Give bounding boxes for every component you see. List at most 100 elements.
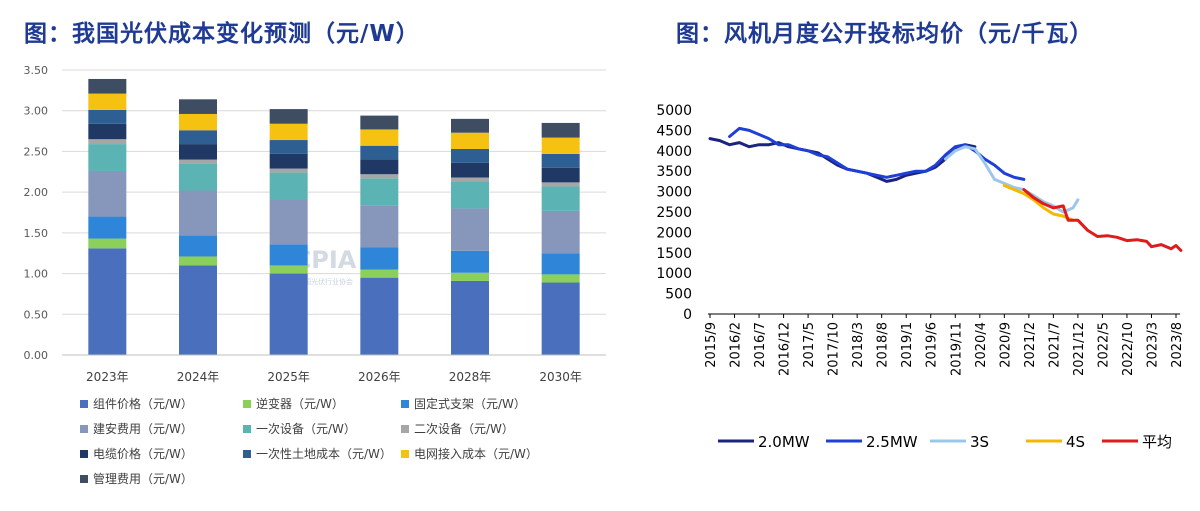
x-tick-label: 2016/2: [729, 322, 744, 368]
bar-segment: [541, 282, 580, 355]
legend-swatch: [80, 450, 88, 458]
y-tick-label: 1000: [656, 266, 692, 282]
bar-segment: [88, 248, 127, 355]
legend-label: 2.0MW: [758, 433, 810, 451]
legend-swatch: [80, 475, 88, 483]
x-tick-label: 2025年: [267, 370, 310, 384]
bar-segment: [360, 115, 399, 130]
x-tick-label: 2021/2: [1023, 322, 1038, 368]
y-tick-label: 3.00: [24, 105, 49, 118]
bar-segment: [88, 139, 127, 145]
bar-segment: [88, 123, 127, 140]
y-tick-label: 2500: [656, 205, 692, 221]
series-line: [944, 145, 1080, 214]
bar-segment: [269, 273, 308, 355]
bar-segment: [269, 172, 308, 200]
bar-segment: [269, 199, 308, 245]
legend-label: 逆变器（元/W）: [256, 396, 344, 411]
x-tick-label: 2016/7: [753, 322, 768, 368]
legend-swatch: [243, 450, 251, 458]
wind-price-panel: 图：风机月度公开投标均价（元/千瓦） 0 500 1000 1500 2000 2500 3…: [640, 0, 1200, 511]
x-tick-label: 2026年: [358, 370, 401, 384]
y-tick-label: 3.50: [24, 64, 49, 77]
bar-segment: [541, 137, 580, 154]
y-tick-label: 1.00: [24, 268, 49, 281]
x-tick-label: 2016/12: [778, 322, 793, 376]
bar-segment: [269, 123, 308, 141]
y-tick-label: 0.00: [24, 349, 49, 362]
bar-segment: [360, 145, 399, 160]
bar-segment: [269, 265, 308, 274]
x-tick-label: 2019/6: [925, 322, 940, 368]
legend-swatch: [243, 425, 251, 433]
legend-swatch: [80, 400, 88, 408]
x-tick-label: 2018/3: [851, 322, 866, 368]
legend-swatch: [80, 425, 88, 433]
bar-segment: [451, 118, 489, 133]
legend-label: 3S: [970, 433, 989, 451]
legend-label: 建安费用（元/W）: [93, 421, 193, 436]
bar-segment: [451, 177, 489, 182]
x-tick-label: 2019/11: [949, 322, 964, 376]
x-tick-label: 2018/8: [876, 322, 891, 368]
y-tick-label: 2.00: [24, 186, 49, 199]
x-tick-label: 2028年: [449, 370, 492, 384]
bar-segment: [360, 269, 399, 278]
bar-segment: [360, 205, 399, 248]
series-line: [708, 137, 977, 183]
legend-label: 管理费用（元/W）: [93, 471, 193, 486]
wind-chart-title: 图：风机月度公开投标均价（元/千瓦）: [676, 21, 1094, 47]
y-tick-label: 1.50: [24, 227, 49, 240]
bar-segment: [269, 168, 308, 173]
bar-segment: [179, 235, 217, 257]
legend-label: 一次性土地成本（元/W）: [256, 447, 392, 461]
bar-segment: [88, 144, 127, 171]
bar-segment: [541, 182, 580, 187]
x-tick-label: 2019/1: [900, 322, 915, 368]
bar-segment: [179, 256, 217, 266]
legend-label: 4S: [1066, 433, 1085, 451]
cost-stacked-bar-chart: 0.000.501.001.502.002.503.003.50CPIA中国光伏…: [24, 64, 606, 486]
legend-label: 平均: [1142, 433, 1172, 451]
legend-label: 固定式支架（元/W）: [414, 396, 526, 411]
bar-segment: [541, 253, 580, 275]
x-tick-label: 2021/7: [1047, 322, 1062, 368]
bar-segment: [451, 250, 489, 273]
legend-label: 二次设备（元/W）: [414, 422, 514, 436]
series-line: [1022, 188, 1183, 252]
bar-segment: [88, 170, 127, 217]
bar-segment: [541, 210, 580, 254]
bar-segment: [360, 277, 399, 355]
x-tick-label: 2023年: [86, 370, 129, 384]
watermark-text: 中国光伏行业协会: [297, 277, 353, 286]
series-line: [1002, 184, 1075, 222]
bar-segment: [179, 163, 217, 191]
bar-segment: [360, 247, 399, 270]
x-tick-label: 2023/8: [1170, 322, 1185, 368]
x-tick-label: 2021/12: [1072, 322, 1087, 376]
bar-segment: [88, 238, 127, 249]
bar-segment: [179, 99, 217, 114]
bar-segment: [451, 208, 489, 251]
x-tick-label: 2030年: [539, 370, 582, 384]
x-tick-label: 2020/4: [974, 322, 989, 368]
legend-label: 2.5MW: [866, 433, 918, 451]
cost-chart-title: 图：我国光伏成本变化预测（元/W）: [24, 21, 420, 47]
bar-segment: [269, 140, 308, 154]
bar-segment: [88, 93, 127, 110]
legend-swatch: [401, 450, 409, 458]
x-tick-label: 2023/3: [1145, 322, 1160, 368]
y-tick-label: 0.50: [24, 308, 49, 321]
y-tick-label: 3000: [656, 185, 692, 201]
bar-segment: [179, 113, 217, 131]
bar-segment: [269, 109, 308, 124]
bar-segment: [179, 265, 217, 355]
legend-label: 电缆价格（元/W）: [93, 446, 193, 461]
bar-segment: [451, 162, 489, 178]
bar-segment: [88, 78, 127, 94]
x-tick-label: 2020/9: [998, 322, 1013, 368]
x-tick-label: 2015/9: [704, 322, 719, 368]
bar-segment: [179, 130, 217, 145]
y-tick-label: 5000: [656, 103, 692, 119]
bar-segment: [88, 109, 127, 124]
